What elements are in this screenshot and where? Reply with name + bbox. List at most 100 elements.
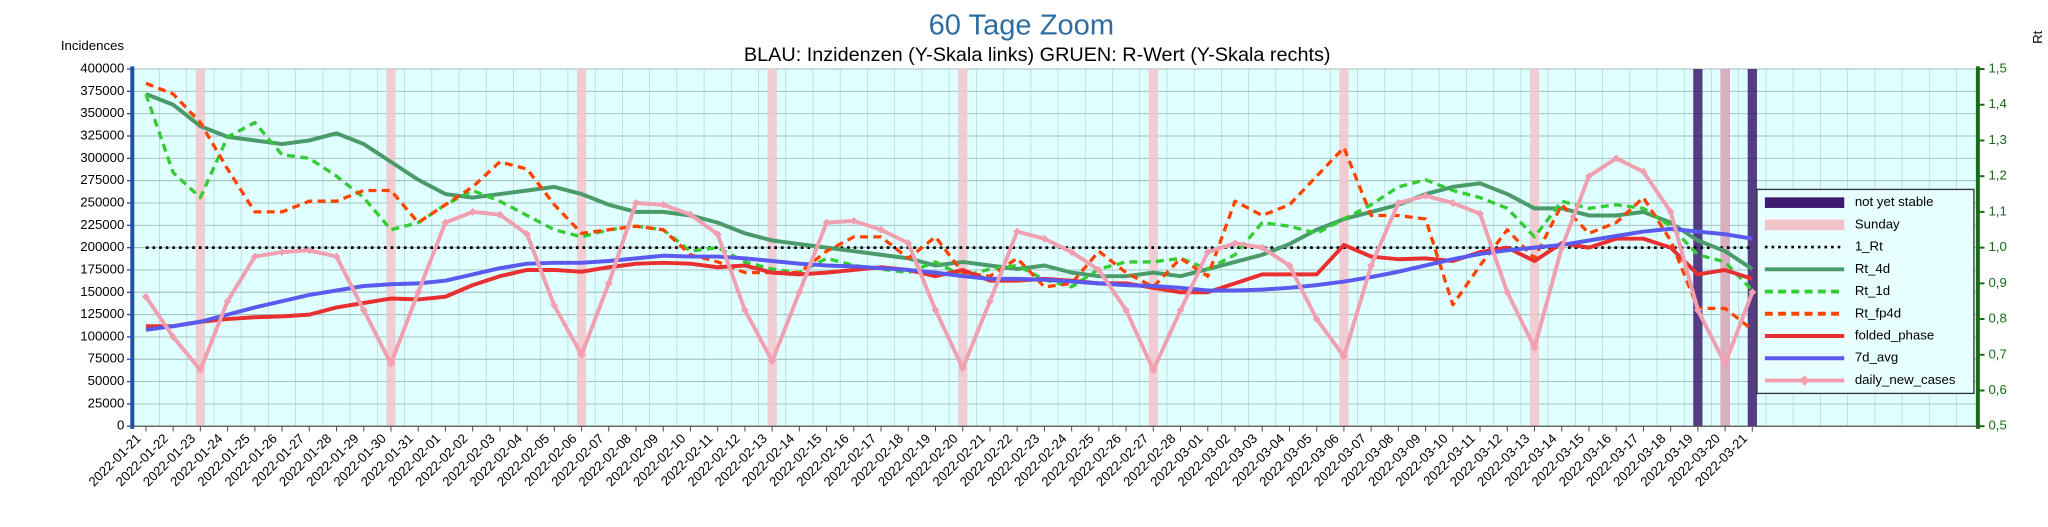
y-tick-label: 125000 [80, 306, 124, 321]
legend-label: 7d_avg [1855, 350, 1898, 365]
marker [713, 230, 722, 239]
y-axis-label: Incidences [61, 38, 125, 53]
marker [1367, 261, 1376, 270]
legend-label: Rt_1d [1855, 283, 1890, 298]
bar [1720, 69, 1730, 427]
marker [1312, 315, 1321, 324]
line-rt-fp4d [145, 81, 1754, 332]
y-tick-label: 175000 [80, 261, 124, 276]
y2-tick-label: 1,5 [1988, 61, 2006, 76]
line-rt-1d [144, 93, 1754, 292]
y-tick-label: 200000 [80, 239, 124, 254]
marker [1394, 199, 1403, 207]
marker [359, 306, 368, 315]
marker [958, 364, 967, 373]
y-tick-label: 325000 [80, 127, 124, 142]
marker [1421, 191, 1430, 200]
marker [1503, 288, 1512, 297]
line-daily-new-cases [144, 156, 1755, 372]
y-tick-label: 250000 [80, 194, 124, 209]
line-rt-4d [145, 92, 1754, 279]
marker [1612, 154, 1621, 163]
marker [414, 288, 423, 297]
marker [441, 218, 450, 227]
marker [1693, 306, 1702, 315]
marker [1258, 243, 1267, 252]
y-tick-label: 225000 [80, 217, 124, 232]
line-7d-avg [145, 226, 1753, 332]
bar [1747, 69, 1757, 427]
marker [1530, 343, 1539, 352]
marker [931, 306, 940, 315]
marker [985, 297, 994, 306]
marker [740, 306, 749, 315]
marker [1285, 261, 1294, 270]
marker [1094, 265, 1103, 274]
marker [686, 210, 695, 219]
chart-title: 60 Tage Zoom [929, 9, 1114, 41]
marker [332, 252, 341, 261]
marker [169, 332, 178, 341]
legend-label: not yet stable [1855, 194, 1934, 209]
y-tick-label: 275000 [80, 172, 124, 187]
y-tick-label: 0 [117, 418, 124, 433]
marker [877, 225, 886, 234]
y-tick-label: 350000 [80, 105, 124, 120]
marker [1748, 288, 1757, 297]
marker [849, 216, 858, 225]
marker [768, 357, 777, 366]
y2-tick-label: 0,7 [1988, 346, 2006, 361]
marker [1231, 239, 1239, 248]
legend-label: daily_new_cases [1855, 372, 1956, 387]
marker [495, 210, 504, 219]
marker [659, 200, 668, 209]
chart-subtitle: BLAU: Inzidenzen (Y-Skala links) GRUEN: … [744, 44, 1331, 66]
y2-tick-label: 0,6 [1988, 382, 2006, 397]
y2-tick-label: 1,4 [1988, 96, 2006, 111]
bar [767, 69, 777, 427]
y2-tick-label: 1,0 [1988, 239, 2006, 254]
y-tick-label: 375000 [80, 83, 124, 98]
legend-label: folded_phase [1855, 328, 1934, 343]
marker [822, 218, 831, 227]
marker [1584, 172, 1593, 181]
y2-tick-label: 1,3 [1988, 132, 2006, 147]
marker [1149, 365, 1158, 374]
marker [604, 279, 613, 288]
bar [958, 69, 968, 427]
legend-swatch [1764, 219, 1845, 231]
marker [1639, 167, 1648, 176]
marker [141, 292, 150, 301]
y2-tick-label: 1,2 [1988, 168, 2006, 183]
marker [1176, 306, 1185, 315]
marker [1203, 248, 1212, 257]
legend-label: Rt_4d [1855, 261, 1890, 276]
y2-axis-label: Rt [2030, 30, 2045, 44]
marker [1721, 359, 1730, 368]
marker [1339, 352, 1348, 361]
marker [632, 199, 640, 207]
y2-tick-label: 0,9 [1988, 275, 2006, 290]
legend-swatch [1764, 197, 1845, 208]
y-tick-label: 50000 [88, 373, 125, 388]
legend-label: 1_Rt [1855, 239, 1883, 254]
y-tick-label: 100000 [80, 328, 124, 343]
marker [468, 207, 477, 216]
y2-tick-label: 0,5 [1988, 418, 2006, 433]
marker [523, 230, 532, 239]
marker [1122, 306, 1131, 315]
marker [196, 365, 205, 374]
y-tick-label: 400000 [80, 61, 124, 76]
y2-tick-label: 1,1 [1988, 203, 2006, 218]
marker [1040, 234, 1049, 243]
marker [223, 297, 232, 306]
legend-label: Rt_fp4d [1855, 305, 1901, 320]
marker [278, 248, 287, 257]
y-tick-label: 300000 [80, 150, 124, 165]
legend-label: Sunday [1855, 216, 1900, 231]
marker [1666, 207, 1675, 216]
y2-tick-label: 0,8 [1988, 311, 2006, 326]
marker [386, 359, 395, 368]
